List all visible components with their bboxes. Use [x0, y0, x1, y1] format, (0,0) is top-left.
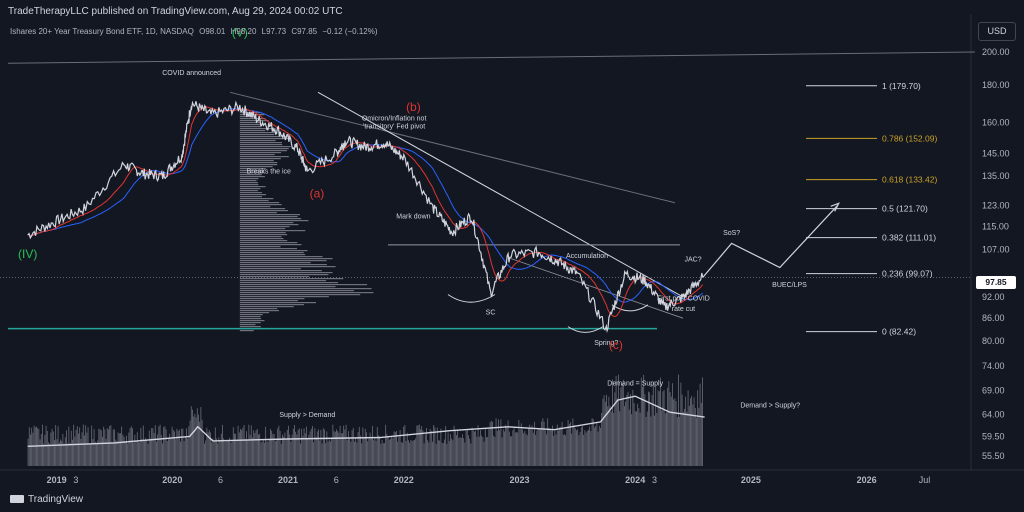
- price-tick-label: 115.00: [982, 222, 1009, 232]
- annotations: COVID announced Omicron/Inflation not'tra…: [18, 26, 807, 419]
- annotation-label: SoS?: [723, 230, 740, 237]
- annotation-label: 'transitory' Fed pivot: [363, 123, 425, 130]
- upper-channel-line: [7, 51, 976, 64]
- time-tick-label: 2022: [394, 475, 414, 485]
- annotation-label: First post COVID: [657, 295, 710, 302]
- price-tick-label: 92.00: [982, 292, 1005, 302]
- fib-label: 0.786 (152.09): [882, 133, 937, 143]
- annotation-label: Demand > Supply?: [740, 402, 800, 409]
- tradingview-brand: TradingView: [10, 494, 83, 505]
- annotation-label: Spring?: [594, 340, 618, 347]
- spring-arc: [567, 326, 604, 333]
- time-tick-label: 2021: [278, 475, 298, 485]
- wave-label: (b): [406, 100, 421, 114]
- price-tick-label: 80.00: [982, 336, 1005, 346]
- annotation-label: Accumulation: [566, 253, 608, 260]
- time-tick-label: 2019: [47, 475, 67, 485]
- price-tick-label: 145.00: [982, 148, 1010, 158]
- volume-tick-label: 64.00: [982, 410, 1005, 420]
- time-tick-label: 2026: [857, 475, 877, 485]
- annotation-label: Supply > Demand: [279, 412, 335, 419]
- price-tick-label: 135.00: [982, 171, 1010, 181]
- volume-profile: [239, 112, 374, 332]
- wave-label: (IV): [18, 247, 37, 261]
- volume-tick-label: 69.00: [982, 385, 1005, 395]
- sc-arc: [447, 294, 496, 303]
- annotation-label: JAC?: [684, 256, 701, 263]
- volume-bars: [27, 374, 703, 466]
- annotation-label: COVID announced: [162, 70, 221, 77]
- fib-label: 1 (179.70): [882, 81, 921, 91]
- ohlc-high: H98.20: [230, 27, 257, 36]
- wave-label: (V): [232, 26, 248, 40]
- ohlc-close: C97.85: [291, 27, 318, 36]
- price-tick-label: 180.00: [982, 80, 1010, 90]
- time-tick-label: 6: [218, 475, 223, 485]
- axes: 200.00 180.00 160.00 145.00 135.00 123.00 115.…: [47, 47, 1010, 485]
- last-price-tag: 97.85: [976, 276, 1016, 289]
- projection-arrow-icon: [830, 202, 840, 212]
- price-series: [27, 100, 704, 334]
- annotation-label: rate cut: [672, 306, 695, 313]
- time-tick-label: 2025: [741, 475, 761, 485]
- wave-label: (a): [310, 187, 325, 201]
- fib-label: 0.236 (99.07): [882, 269, 933, 279]
- fib-label: 0.618 (133.42): [882, 175, 937, 185]
- annotation-label: Demand = Supply: [607, 380, 663, 387]
- fan-line: [229, 91, 676, 204]
- fib-label: 0.5 (121.70): [882, 204, 928, 214]
- time-tick-label: 6: [334, 475, 339, 485]
- time-tick-label: Jul: [919, 475, 931, 485]
- symbol-line: Ishares 20+ Year Treasury Bond ETF, 1D, …: [10, 27, 381, 36]
- ohlc-open: O98.01: [199, 27, 226, 36]
- fib-label: 0.382 (111.01): [882, 233, 936, 243]
- brand-name: TradingView: [28, 494, 84, 505]
- publisher-line: TradeTherapyLLC published on TradingView…: [8, 6, 343, 17]
- volume-average: [27, 395, 705, 447]
- downtrend-line: [317, 91, 684, 298]
- fib-levels: 1 (179.70) 0.786 (152.09) 0.618 (133.42) 0.…: [806, 81, 937, 337]
- tradingview-logo-icon: [10, 495, 24, 504]
- lower-channel-line: [509, 257, 684, 319]
- ohlc-change: −0.12 (−0.12%): [322, 27, 378, 36]
- price-tick-label: 160.00: [982, 117, 1010, 127]
- annotation-label: Mark down: [396, 213, 430, 220]
- annotation-label: BUEC/LPS: [772, 282, 807, 289]
- ohlc-low: L97.73: [261, 27, 287, 36]
- projection-path: [702, 204, 839, 278]
- price-tick-label: 200.00: [982, 47, 1010, 57]
- volume-average-line: [27, 395, 705, 447]
- time-tick-label: 2020: [162, 475, 182, 485]
- time-tick-label: 2023: [509, 475, 529, 485]
- symbol-name: Ishares 20+ Year Treasury Bond ETF, 1D, …: [10, 27, 194, 36]
- time-tick-label: 3: [652, 475, 657, 485]
- time-tick-label: 2024: [625, 475, 645, 485]
- volume-tick-label: 74.00: [982, 361, 1005, 371]
- buec-arc: [611, 304, 649, 312]
- currency-button[interactable]: USD: [978, 22, 1016, 41]
- trend-drawings: [0, 51, 976, 333]
- price-tick-label: 86.00: [982, 313, 1005, 323]
- price-tick-label: 107.00: [982, 244, 1010, 254]
- volume-tick-label: 59.50: [982, 432, 1005, 442]
- volume-tick-label: 55.50: [982, 451, 1005, 461]
- grid: [0, 14, 1024, 471]
- price-tick-label: 123.00: [982, 200, 1010, 210]
- annotation-label: Breaks the ice: [247, 169, 291, 176]
- moving-average-slow: [27, 108, 704, 303]
- fib-label: 0 (82.42): [882, 327, 916, 337]
- price-line: [27, 100, 704, 334]
- wave-label: (c): [609, 338, 623, 352]
- time-tick-label: 3: [73, 475, 78, 485]
- annotation-label: SC: [486, 310, 496, 317]
- annotation-label: Omicron/Inflation not: [362, 115, 427, 122]
